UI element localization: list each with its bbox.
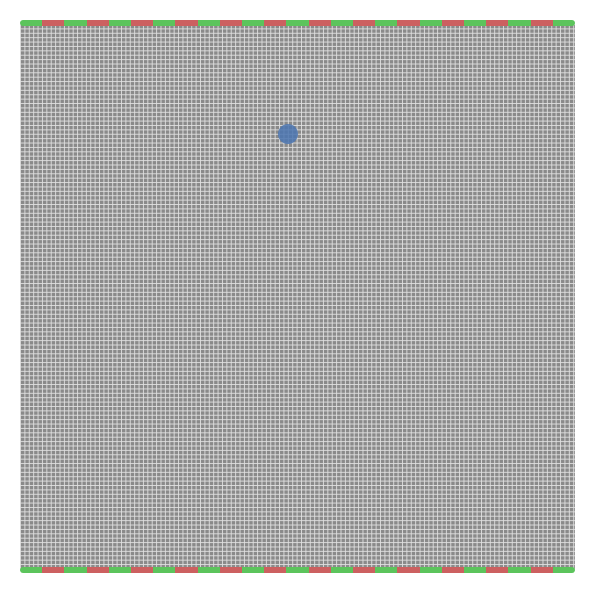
green-bar-segment [242,567,265,573]
red-bar-segment [308,20,331,26]
grid-field [20,24,575,569]
green-bar-segment [286,20,309,26]
game-board [20,20,575,573]
green-bar-segment [552,567,575,573]
red-bar-segment [42,567,65,573]
green-bar-segment [20,20,43,26]
green-bar-segment [552,20,575,26]
red-bar-segment [530,567,553,573]
green-bar-segment [20,567,43,573]
red-bar-segment [353,20,376,26]
green-bar-segment [464,20,487,26]
red-bar-segment [397,567,420,573]
green-bar-segment [375,567,398,573]
green-bar-segment [286,567,309,573]
green-bar-segment [153,567,176,573]
red-bar-segment [219,567,243,573]
green-bar-segment [108,567,132,573]
agent-circle-icon [278,124,298,144]
green-bar-segment [508,20,531,26]
red-bar-segment [264,567,287,573]
red-bar-segment [175,567,198,573]
green-bar-segment [330,567,354,573]
green-bar-segment [419,567,442,573]
green-bar-segment [64,20,87,26]
green-bar-segment [242,20,265,26]
red-bar-segment [441,20,465,26]
red-bar-segment [131,20,154,26]
green-bar-segment [197,567,220,573]
bottom-goal-bar [20,567,575,573]
red-bar-segment [530,20,553,26]
red-bar-segment [264,20,287,26]
red-bar-segment [86,20,109,26]
red-bar-segment [308,567,331,573]
green-bar-segment [108,20,132,26]
green-bar-segment [330,20,354,26]
red-bar-segment [486,567,509,573]
red-bar-segment [441,567,465,573]
green-bar-segment [419,20,442,26]
red-bar-segment [397,20,420,26]
green-bar-segment [375,20,398,26]
green-bar-segment [464,567,487,573]
red-bar-segment [175,20,198,26]
green-bar-segment [508,567,531,573]
red-bar-segment [486,20,509,26]
red-bar-segment [219,20,243,26]
red-bar-segment [42,20,65,26]
green-bar-segment [64,567,87,573]
top-goal-bar [20,20,575,26]
red-bar-segment [131,567,154,573]
red-bar-segment [86,567,109,573]
red-bar-segment [353,567,376,573]
green-bar-segment [153,20,176,26]
green-bar-segment [197,20,220,26]
